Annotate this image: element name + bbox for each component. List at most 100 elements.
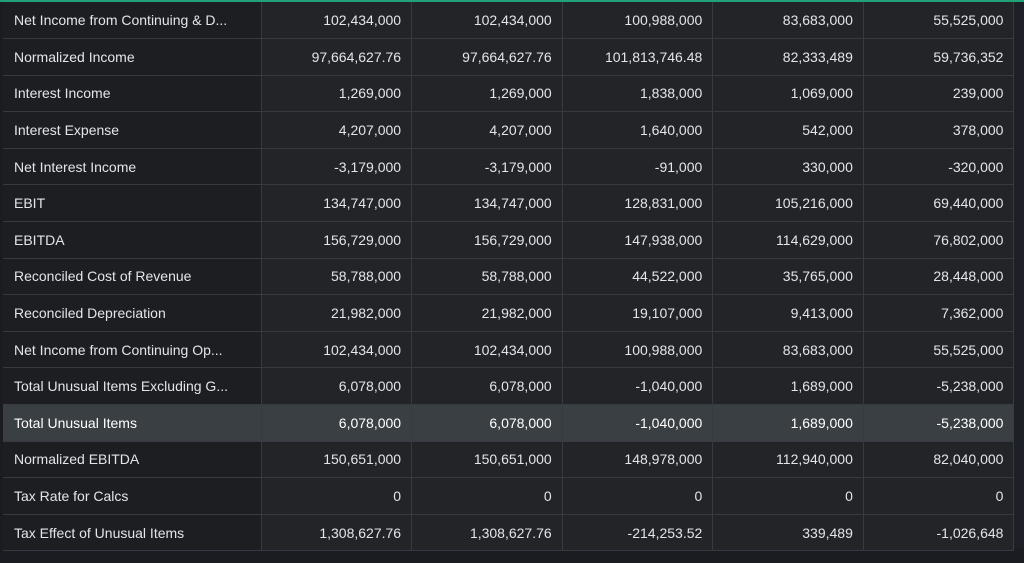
cell-value: 1,689,000	[712, 404, 864, 442]
financials-table: Net Income from Continuing & D... 102,434…	[3, 2, 1015, 552]
cell-value: -5,238,000	[863, 367, 1015, 406]
cell-value: 128,831,000	[562, 184, 714, 223]
cell-value: 102,434,000	[411, 331, 563, 369]
table-row[interactable]: Normalized Income 97,664,627.76 97,664,627…	[3, 38, 1015, 76]
cell-value: 9,413,000	[712, 294, 864, 332]
table-row[interactable]: Net Income from Continuing & D... 102,434…	[3, 2, 1015, 40]
cell-value: 239,000	[863, 75, 1015, 113]
accent-line	[0, 0, 1024, 2]
cell-value: 1,308,627.76	[411, 514, 563, 552]
row-label: Tax Effect of Unusual Items	[3, 514, 262, 552]
cell-value: 76,802,000	[863, 221, 1015, 259]
cell-value: 102,434,000	[411, 2, 563, 40]
table-row[interactable]: Total Unusual Items Excluding G... 6,078,…	[3, 367, 1015, 406]
cell-value: -3,179,000	[411, 148, 563, 186]
cell-value: -1,040,000	[562, 404, 714, 442]
cell-value: 114,629,000	[712, 221, 864, 259]
cell-value: 339,489	[712, 514, 864, 552]
cell-value: -320,000	[863, 148, 1015, 186]
cell-value: 105,216,000	[712, 184, 864, 223]
row-label: Net Interest Income	[3, 148, 262, 186]
row-label: Total Unusual Items Excluding G...	[3, 367, 262, 406]
cell-value: 97,664,627.76	[261, 38, 413, 76]
cell-value: 19,107,000	[562, 294, 714, 332]
table-row[interactable]: Tax Rate for Calcs 0 0 0 0 0	[3, 477, 1015, 515]
cell-value: 4,207,000	[261, 111, 413, 149]
cell-value: 1,308,627.76	[261, 514, 413, 552]
row-label: Interest Income	[3, 75, 262, 113]
row-label: Interest Expense	[3, 111, 262, 149]
cell-value: 134,747,000	[411, 184, 563, 223]
cell-value: 1,269,000	[261, 75, 413, 113]
cell-value: 0	[712, 477, 864, 515]
cell-value: 102,434,000	[261, 331, 413, 369]
table-row[interactable]: Reconciled Cost of Revenue 58,788,000 58,7…	[3, 258, 1015, 296]
table-row[interactable]: Net Income from Continuing Op... 102,434,…	[3, 331, 1015, 369]
cell-value: 0	[562, 477, 714, 515]
cell-value: 44,522,000	[562, 258, 714, 296]
table-row[interactable]: Net Interest Income -3,179,000 -3,179,000-…	[3, 148, 1015, 186]
cell-value: 147,938,000	[562, 221, 714, 259]
cell-value: 156,729,000	[261, 221, 413, 259]
cell-value: 150,651,000	[411, 441, 563, 479]
cell-value: 156,729,000	[411, 221, 563, 259]
cell-value: 82,333,489	[712, 38, 864, 76]
cell-value: 55,525,000	[863, 331, 1015, 369]
cell-value: -1,040,000	[562, 367, 714, 406]
cell-value: 6,078,000	[411, 367, 563, 406]
cell-value: 150,651,000	[261, 441, 413, 479]
cell-value: 134,747,000	[261, 184, 413, 223]
table-body: Net Income from Continuing & D... 102,434…	[3, 2, 1015, 552]
cell-value: 0	[863, 477, 1015, 515]
row-label: Total Unusual Items	[3, 404, 262, 442]
cell-value: 1,069,000	[712, 75, 864, 113]
row-label: Net Income from Continuing & D...	[3, 2, 262, 40]
cell-value: 0	[261, 477, 413, 515]
cell-value: -5,238,000	[863, 404, 1015, 442]
table-row[interactable]: Tax Effect of Unusual Items 1,308,627.76 1…	[3, 514, 1015, 552]
cell-value: 6,078,000	[411, 404, 563, 442]
cell-value: 21,982,000	[261, 294, 413, 332]
cell-value: 1,640,000	[562, 111, 714, 149]
scrollbar-track[interactable]	[1014, 2, 1024, 548]
cell-value: -91,000	[562, 148, 714, 186]
cell-value: 97,664,627.76	[411, 38, 563, 76]
table-row[interactable]: Interest Income 1,269,000 1,269,000 1,838,0…	[3, 75, 1015, 113]
cell-value: 58,788,000	[261, 258, 413, 296]
cell-value: 100,988,000	[562, 2, 714, 40]
row-label: Net Income from Continuing Op...	[3, 331, 262, 369]
cell-value: -1,026,648	[863, 514, 1015, 552]
row-label: EBIT	[3, 184, 262, 223]
cell-value: 58,788,000	[411, 258, 563, 296]
table-row[interactable]: Normalized EBITDA 150,651,000 150,651,000 1…	[3, 441, 1015, 479]
cell-value: 83,683,000	[712, 2, 864, 40]
table-row[interactable]: Interest Expense 4,207,000 4,207,000 1,640,…	[3, 111, 1015, 149]
cell-value: 112,940,000	[712, 441, 864, 479]
cell-value: 7,362,000	[863, 294, 1015, 332]
cell-value: 69,440,000	[863, 184, 1015, 223]
cell-value: 378,000	[863, 111, 1015, 149]
cell-value: 102,434,000	[261, 2, 413, 40]
cell-value: 1,269,000	[411, 75, 563, 113]
cell-value: 1,689,000	[712, 367, 864, 406]
cell-value: 6,078,000	[261, 404, 413, 442]
cell-value: 100,988,000	[562, 331, 714, 369]
cell-value: 59,736,352	[863, 38, 1015, 76]
table-row-highlighted[interactable]: Total Unusual Items 6,078,000 6,078,000 -1,…	[3, 404, 1015, 442]
cell-value: -3,179,000	[261, 148, 413, 186]
cell-value: 0	[411, 477, 563, 515]
table-row[interactable]: EBITDA 156,729,000 156,729,000 147,938,000 1…	[3, 221, 1015, 259]
cell-value: 330,000	[712, 148, 864, 186]
row-label: Reconciled Depreciation	[3, 294, 262, 332]
table-row[interactable]: Reconciled Depreciation 21,982,000 21,982,…	[3, 294, 1015, 332]
row-label: Reconciled Cost of Revenue	[3, 258, 262, 296]
cell-value: 542,000	[712, 111, 864, 149]
cell-value: 83,683,000	[712, 331, 864, 369]
table-row[interactable]: EBIT 134,747,000 134,747,000 128,831,000 105…	[3, 184, 1015, 223]
cell-value: 6,078,000	[261, 367, 413, 406]
cell-value: 82,040,000	[863, 441, 1015, 479]
cell-value: 21,982,000	[411, 294, 563, 332]
row-label: Normalized Income	[3, 38, 262, 76]
cell-value: 1,838,000	[562, 75, 714, 113]
